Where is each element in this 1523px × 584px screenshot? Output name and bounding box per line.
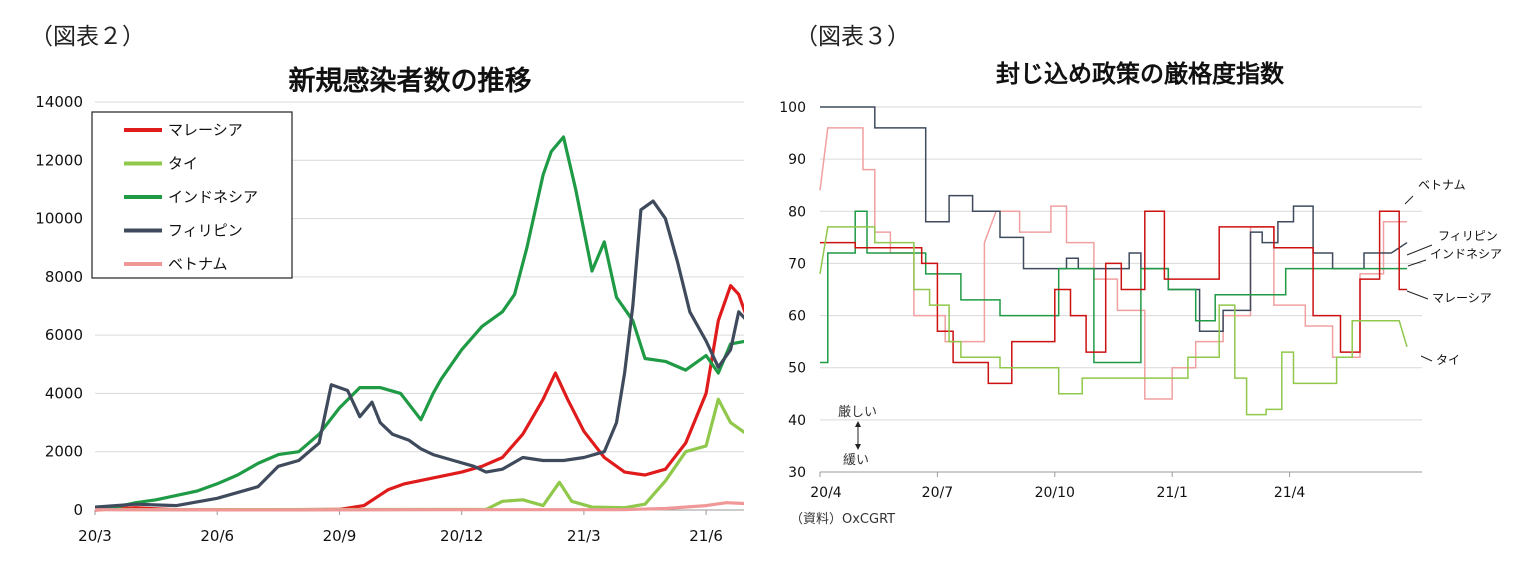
annotation-arrow [855, 421, 861, 450]
series-line-4 [95, 501, 744, 512]
x-tick-label: 20/10 [1035, 485, 1075, 501]
y-tick-label: 50 [788, 361, 806, 377]
x-tick-label: 20/12 [440, 527, 483, 545]
x-tick-label: 21/1 [1156, 485, 1187, 501]
label-leader-3 [1406, 290, 1429, 300]
y-tick-label: 90 [788, 152, 806, 168]
legend-label-0: マレーシア [168, 121, 243, 139]
series-label-2: インドネシア [1430, 247, 1502, 261]
x-tick-label: 21/3 [567, 527, 601, 545]
legend-label-3: フィリピン [168, 222, 243, 240]
figure-label-3: （図表３） [795, 24, 910, 50]
x-tick-label: 20/7 [922, 485, 953, 501]
chart-title-stringency: 封じ込め政策の厳格度指数 [996, 60, 1285, 88]
series-label-1: フィリピン [1438, 229, 1498, 243]
y-tick-label: 6000 [45, 326, 83, 344]
y-tick-label: 70 [788, 256, 806, 272]
x-tick-label: 20/6 [200, 527, 234, 545]
series-line-0 [95, 284, 744, 512]
y-tick-label: 40 [788, 413, 806, 429]
series-label-4: タイ [1436, 353, 1460, 367]
y-tick-label: 14000 [35, 93, 83, 111]
series-label-3: マレーシア [1432, 291, 1492, 305]
series-line-3 [820, 210, 1407, 385]
new-cases-plot: 0 2000 4000 6000 8000 10000 12000 14000 20/3 20/6… [35, 93, 744, 545]
series-line-3 [95, 199, 744, 509]
y-tick-label: 2000 [45, 443, 83, 461]
y-tick-label: 60 [788, 309, 806, 325]
figure-label-2: （図表２） [30, 24, 145, 50]
x-tick-label: 21/6 [689, 527, 723, 545]
y-tick-label: 4000 [45, 384, 83, 402]
label-leader-1 [1406, 244, 1433, 256]
x-tick-label: 20/9 [323, 527, 357, 545]
y-tick-label: 0 [73, 501, 83, 519]
legend-label-1: タイ [168, 155, 198, 173]
y-tick-label: 100 [779, 100, 806, 116]
stringency-plot: 30 40 50 60 70 80 90 100 20/4 20/7 20/10 21/1 21/4 ベト… [779, 100, 1502, 501]
series-line-2 [95, 135, 744, 511]
y-tick-label: 80 [788, 204, 806, 220]
legend-label-4: ベトナム [168, 255, 228, 273]
annotation-strict: 厳しい [838, 405, 877, 420]
series-line-1 [95, 397, 744, 512]
series-line-2 [820, 210, 1407, 364]
y-tick-label: 30 [788, 465, 806, 481]
source-note: （資料）OxCGRT [790, 512, 895, 527]
label-leader-4 [1420, 355, 1433, 362]
series-line-1 [820, 106, 1408, 332]
series-line-4 [819, 226, 1408, 416]
x-tick-label: 20/3 [78, 527, 112, 545]
y-tick-label: 8000 [45, 268, 83, 286]
annotation-loose: 緩い [843, 453, 869, 468]
label-leader-0 [1404, 195, 1414, 205]
x-tick-label: 21/4 [1274, 485, 1306, 501]
series-label-0: ベトナム [1418, 178, 1466, 192]
label-leader-2 [1407, 259, 1427, 267]
legend-label-2: インドネシア [168, 188, 258, 206]
y-tick-label: 12000 [35, 151, 83, 169]
y-tick-label: 10000 [35, 210, 83, 228]
x-tick-label: 20/4 [810, 485, 842, 501]
chart-title-new-cases: 新規感染者数の推移 [289, 65, 532, 97]
